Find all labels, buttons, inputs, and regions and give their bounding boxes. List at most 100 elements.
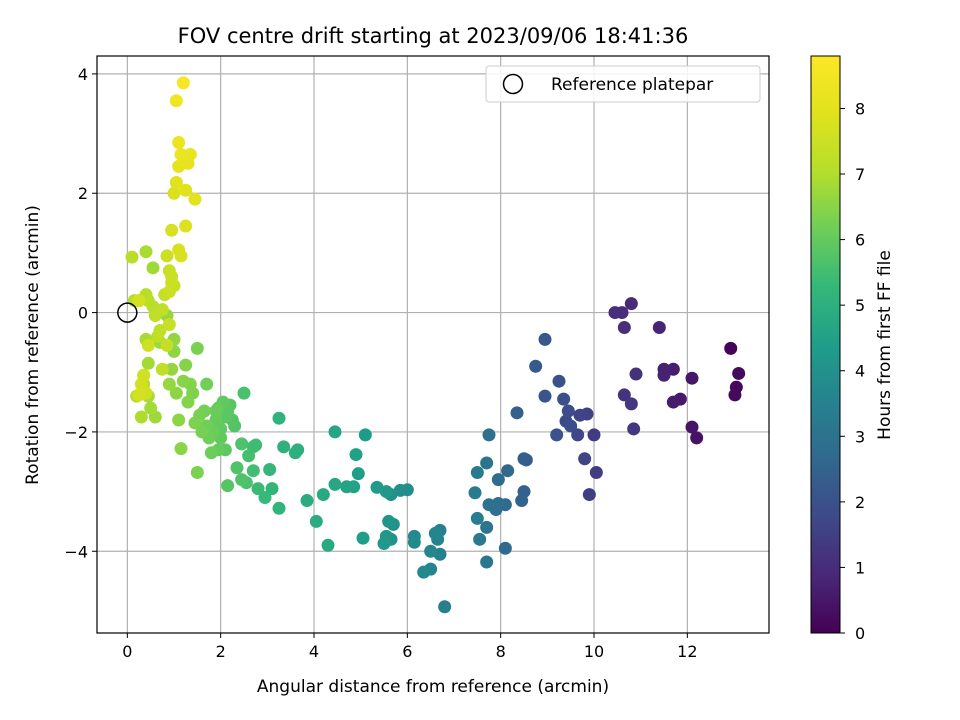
data-point xyxy=(501,464,515,478)
colorbar-tick-label: 0 xyxy=(855,624,865,643)
data-point xyxy=(190,465,204,479)
data-point xyxy=(179,183,193,197)
chart-title: FOV centre drift starting at 2023/09/06 … xyxy=(178,24,689,48)
data-point xyxy=(470,465,484,479)
data-point xyxy=(190,341,204,355)
data-point xyxy=(237,386,251,400)
data-point xyxy=(480,555,494,569)
data-point xyxy=(557,392,571,406)
data-point xyxy=(407,535,421,549)
plot-frame xyxy=(96,55,770,634)
data-point xyxy=(230,461,244,475)
colorbar-tick-label: 8 xyxy=(855,99,865,118)
data-point xyxy=(666,395,680,409)
data-point xyxy=(176,374,190,388)
data-point xyxy=(564,419,578,433)
data-point xyxy=(174,147,188,161)
colorbar-tick-label: 2 xyxy=(855,493,865,512)
data-point xyxy=(617,388,631,402)
data-point xyxy=(141,338,155,352)
reference-marker-layer xyxy=(117,302,138,323)
data-point xyxy=(724,341,738,355)
data-point xyxy=(144,401,158,415)
data-point xyxy=(617,320,631,334)
data-point xyxy=(160,249,174,263)
x-tick-label: 8 xyxy=(496,642,506,661)
data-point xyxy=(195,425,209,439)
data-point xyxy=(690,431,704,445)
data-point xyxy=(438,600,452,614)
data-point xyxy=(167,186,181,200)
data-point xyxy=(155,362,169,376)
data-point xyxy=(204,446,218,460)
legend-reference-marker xyxy=(502,73,524,95)
x-tick-label: 4 xyxy=(309,642,319,661)
data-point xyxy=(473,532,487,546)
data-point xyxy=(624,297,638,311)
data-point xyxy=(510,406,524,420)
data-point xyxy=(629,367,643,381)
data-point xyxy=(134,377,148,391)
x-tick-label: 6 xyxy=(402,642,412,661)
data-point xyxy=(652,320,666,334)
y-axis-ticks: −4 −2 0 2 4 xyxy=(64,65,97,561)
data-point xyxy=(657,368,671,382)
data-point xyxy=(624,397,638,411)
data-point xyxy=(162,318,176,332)
data-point xyxy=(316,488,330,502)
data-point xyxy=(277,440,291,454)
data-point xyxy=(183,147,197,161)
colorbar-tick-label: 7 xyxy=(855,165,865,184)
data-point xyxy=(169,175,183,189)
data-point xyxy=(328,477,342,491)
data-point xyxy=(242,449,256,463)
data-point xyxy=(321,538,335,552)
x-tick-label: 0 xyxy=(122,642,132,661)
data-point xyxy=(515,494,529,508)
y-axis-label: Rotation from reference (arcmin) xyxy=(23,205,43,485)
data-point xyxy=(169,94,183,108)
data-point xyxy=(498,541,512,555)
data-point xyxy=(221,479,235,493)
colorbar: 0 1 2 3 4 5 6 7 8 Hours from first FF file xyxy=(810,55,895,643)
data-point xyxy=(209,404,223,418)
data-point xyxy=(258,491,272,505)
colorbar-ticks: 0 1 2 3 4 5 6 7 8 xyxy=(840,99,865,643)
data-point xyxy=(200,377,214,391)
data-point xyxy=(328,425,342,439)
colorbar-tick-label: 5 xyxy=(855,296,865,315)
data-point xyxy=(188,416,202,430)
y-tick-label: −4 xyxy=(64,542,88,561)
data-point xyxy=(491,473,505,487)
data-point xyxy=(587,428,601,442)
data-point xyxy=(169,386,183,400)
reference-platepar-marker xyxy=(117,302,138,323)
colorbar-tick-label: 4 xyxy=(855,362,865,381)
x-tick-label: 2 xyxy=(216,642,226,661)
x-axis-label: Angular distance from reference (arcmin) xyxy=(257,677,609,697)
data-point xyxy=(141,356,155,370)
data-point xyxy=(172,136,186,150)
data-point xyxy=(482,428,496,442)
data-point xyxy=(470,511,484,525)
data-point xyxy=(272,501,286,515)
data-point xyxy=(132,388,146,402)
y-tick-label: 0 xyxy=(78,304,88,323)
data-point xyxy=(424,544,438,558)
data-point xyxy=(578,452,592,466)
data-point xyxy=(627,422,641,436)
data-point xyxy=(480,456,494,470)
grid xyxy=(97,56,769,633)
data-point xyxy=(181,395,195,409)
data-point xyxy=(349,448,363,462)
data-point xyxy=(370,480,384,494)
data-points xyxy=(125,76,746,614)
colorbar-tick-label: 6 xyxy=(855,231,865,250)
legend-label-reference: Reference platepar xyxy=(551,75,713,95)
colorbar-tick-label: 3 xyxy=(855,427,865,446)
data-point xyxy=(125,250,139,264)
data-point xyxy=(666,362,680,376)
data-point xyxy=(165,362,179,376)
data-point xyxy=(573,408,587,422)
data-point xyxy=(235,437,249,451)
